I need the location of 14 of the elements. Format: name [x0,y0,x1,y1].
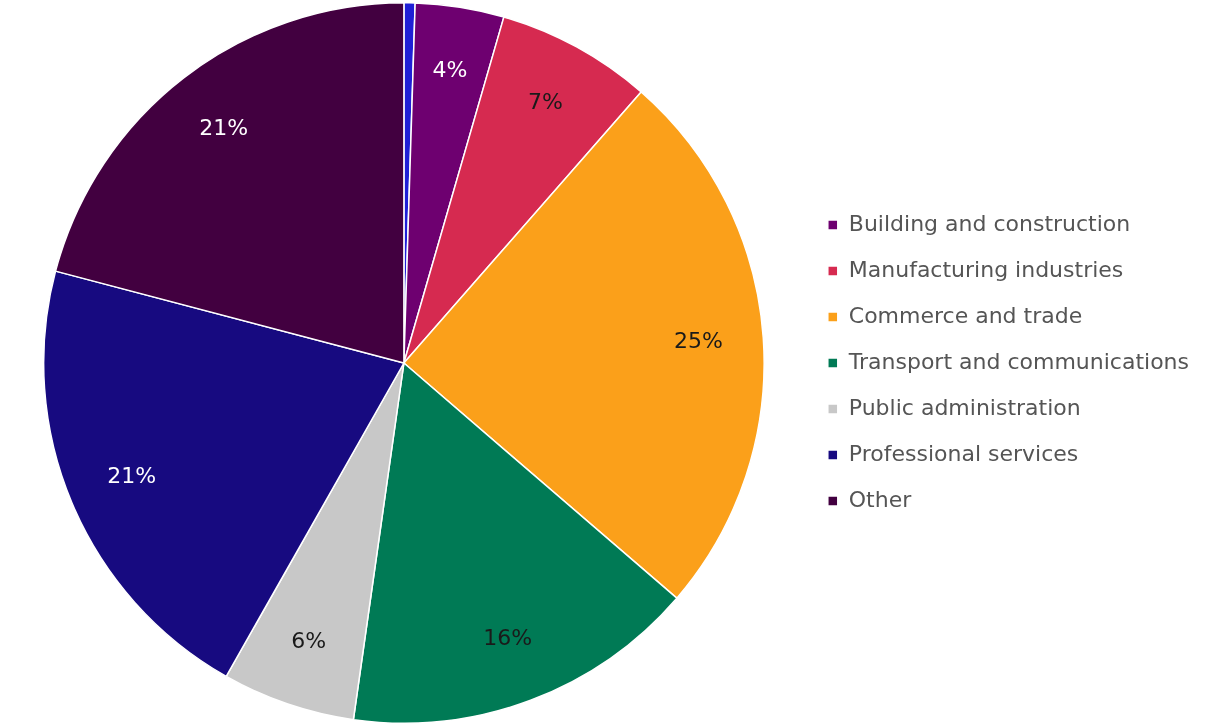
legend-label: Commerce and trade [848,302,1083,328]
data-label: 21% [107,463,157,489]
legend-label: Professional services [848,440,1079,466]
legend-label: Public administration [848,394,1081,420]
data-label: 7% [528,89,564,115]
data-label: 21% [199,114,249,140]
data-label: 25% [674,327,724,353]
data-label: 16% [483,625,533,651]
legend-label: Manufacturing industries [848,256,1124,282]
legend-label: Other [848,486,913,512]
legend-label: Building and construction [848,210,1131,236]
data-label: 4% [432,56,468,82]
data-label: 6% [291,628,327,654]
legend-label: Transport and communications [847,348,1190,374]
